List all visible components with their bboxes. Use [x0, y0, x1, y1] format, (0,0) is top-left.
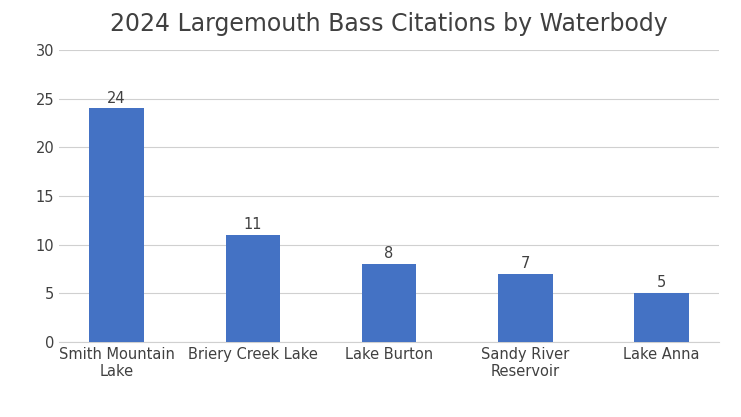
Text: 7: 7 [521, 256, 530, 271]
Bar [498, 274, 553, 342]
Bar [89, 108, 144, 342]
Bar [225, 235, 280, 342]
Text: 8: 8 [385, 246, 393, 261]
Bar [362, 264, 416, 342]
Text: 5: 5 [657, 275, 666, 290]
Text: 11: 11 [244, 217, 262, 232]
Title: 2024 Largemouth Bass Citations by Waterbody: 2024 Largemouth Bass Citations by Waterb… [110, 12, 668, 35]
Text: 24: 24 [107, 90, 126, 106]
Bar [634, 293, 689, 342]
